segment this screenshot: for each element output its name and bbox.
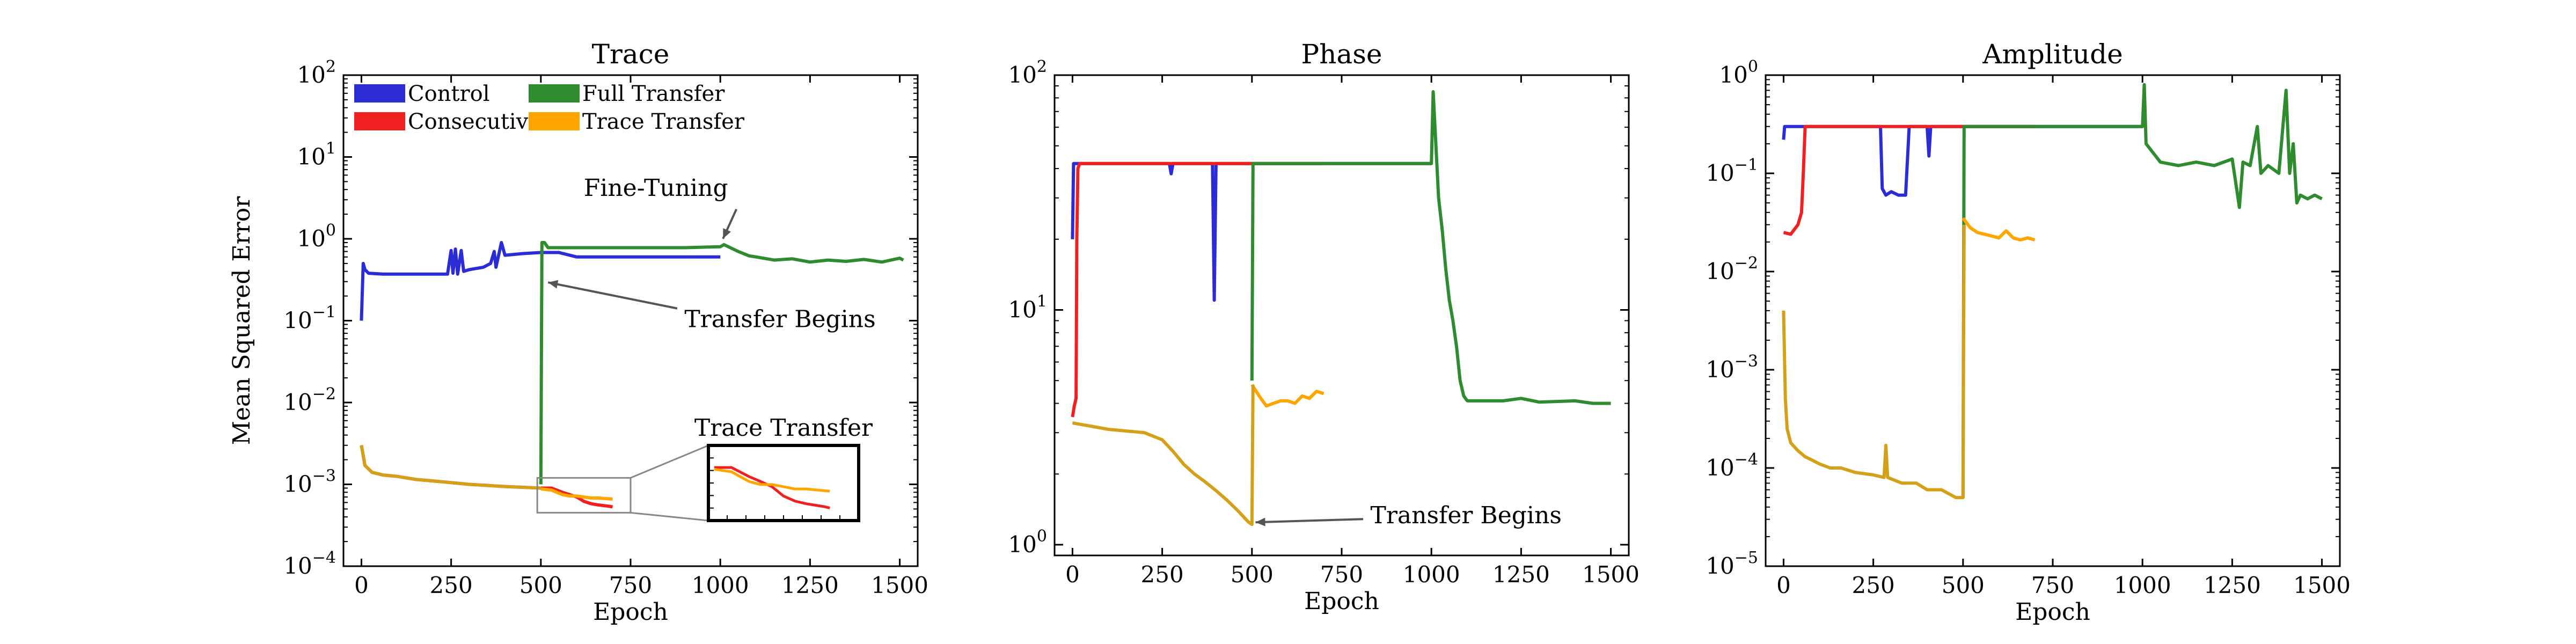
x-tick-label: 1000 bbox=[2114, 572, 2171, 598]
x-tick-label: 1250 bbox=[2204, 572, 2261, 598]
series-line-full-transfer bbox=[1250, 90, 1611, 405]
zoom-connector bbox=[630, 444, 709, 479]
panel-title: Phase bbox=[1301, 39, 1382, 70]
legend-label: Full Transfer bbox=[582, 82, 725, 106]
legend-swatch bbox=[529, 112, 580, 130]
y-tick-label: 10−1 bbox=[1706, 156, 1758, 186]
series-line-overlap bbox=[1072, 384, 1255, 526]
annotation-fine-tuning: Fine-Tuning bbox=[584, 174, 728, 202]
x-axis-label: Epoch bbox=[593, 598, 668, 626]
legend-swatch bbox=[529, 84, 580, 103]
x-tick-label: 0 bbox=[1065, 561, 1080, 588]
inset-trace-transfer bbox=[707, 444, 860, 522]
x-tick-label: 1250 bbox=[1492, 561, 1550, 588]
legend-swatch bbox=[354, 112, 405, 130]
x-tick-label: 0 bbox=[1776, 572, 1791, 598]
inset-series-line bbox=[714, 467, 830, 493]
series-line-overlap bbox=[360, 445, 541, 490]
y-tick-label: 10−1 bbox=[283, 303, 336, 334]
legend-swatch bbox=[354, 84, 405, 103]
x-tick-label: 1500 bbox=[1582, 561, 1640, 588]
panel-amplitude: Amplitude 0 250 500 750 1000 1250 1500 10−5 10−4 1… bbox=[1706, 39, 2351, 626]
y-tick-label: 100 bbox=[1008, 527, 1047, 558]
x-axis-label: Epoch bbox=[1304, 588, 1379, 615]
series-group bbox=[1782, 83, 2323, 500]
x-axis-label: Epoch bbox=[2015, 598, 2090, 626]
y-tick-label: 10−3 bbox=[283, 467, 336, 497]
series-line-trace-transfer bbox=[540, 487, 613, 501]
plot-frame bbox=[1053, 74, 1630, 557]
annotation-transfer-begins: Transfer Begins bbox=[1371, 502, 1562, 529]
y-axis-label: Mean Squared Error bbox=[228, 196, 255, 445]
x-tick-label: 1000 bbox=[1403, 561, 1460, 588]
y-tick-label: 10−3 bbox=[1706, 352, 1758, 383]
inset-series-line bbox=[714, 466, 830, 510]
x-tick-label: 500 bbox=[1942, 572, 1985, 598]
series-line-full-transfer bbox=[1961, 83, 2323, 498]
x-tick-label: 750 bbox=[1320, 561, 1363, 588]
legend: Control Full Transfer Consecutive Trace Tra… bbox=[354, 82, 745, 134]
x-tick-label: 500 bbox=[519, 572, 562, 598]
legend-label: Consecutive bbox=[408, 109, 541, 134]
y-tick-label: 102 bbox=[297, 57, 336, 88]
series-group bbox=[360, 241, 904, 509]
series-group bbox=[1071, 90, 1611, 526]
x-tick-label: 500 bbox=[1231, 561, 1274, 588]
panel-title: Trace bbox=[592, 39, 670, 70]
x-tick-label: 1500 bbox=[871, 572, 928, 598]
y-tick-label: 100 bbox=[1719, 57, 1758, 88]
series-line-consecutive bbox=[1783, 125, 2035, 236]
inset-background bbox=[708, 445, 859, 521]
x-tick-label: 250 bbox=[1141, 561, 1184, 588]
y-tick-label: 10−2 bbox=[283, 385, 336, 415]
legend-label: Control bbox=[408, 82, 490, 106]
y-tick-label: 101 bbox=[297, 140, 336, 170]
y-tick-label: 100 bbox=[297, 221, 336, 252]
x-tick-label: 1000 bbox=[692, 572, 749, 598]
y-tick-label: 101 bbox=[1008, 292, 1047, 323]
annotation-arrow bbox=[547, 281, 678, 310]
series-line-control bbox=[360, 241, 721, 321]
y-tick-label: 10−4 bbox=[1706, 450, 1758, 481]
x-tick-label: 1250 bbox=[781, 572, 839, 598]
series-line-overlap bbox=[1782, 224, 1966, 500]
annotation-arrowhead bbox=[548, 280, 559, 289]
legend-label: Trace Transfer bbox=[582, 109, 745, 134]
panel-phase: Phase 0 250 500 750 1000 1250 1500 100 101 102 Epoc… bbox=[1008, 39, 1640, 615]
zoom-connector bbox=[630, 511, 709, 522]
series-line-trace-transfer bbox=[1250, 384, 1324, 408]
annotation-transfer-begins: Transfer Begins bbox=[684, 306, 875, 333]
y-tick-label: 102 bbox=[1008, 57, 1047, 88]
panel-trace: Trace 0 250 500 750 1000 1250 1500 10−4 10−3 10−2 1… bbox=[228, 39, 928, 626]
zoom-region bbox=[536, 477, 632, 514]
y-tick-label: 10−2 bbox=[1706, 254, 1758, 284]
series-line-full-transfer bbox=[539, 241, 904, 485]
y-tick-label: 10−5 bbox=[1706, 548, 1758, 579]
series-line-consecutive bbox=[1071, 162, 1324, 418]
x-tick-label: 250 bbox=[430, 572, 473, 598]
x-tick-label: 250 bbox=[1852, 572, 1895, 598]
annotation-arrowhead bbox=[723, 228, 731, 239]
annotation-trace-transfer: Trace Transfer bbox=[694, 414, 873, 442]
panel-title: Amplitude bbox=[1982, 39, 2123, 70]
x-tick-label: 750 bbox=[2031, 572, 2074, 598]
annotation-arrowhead bbox=[1255, 517, 1265, 526]
x-tick-label: 750 bbox=[609, 572, 652, 598]
x-tick-label: 0 bbox=[354, 572, 369, 598]
annotation-arrow bbox=[1255, 518, 1364, 524]
y-tick-label: 10−4 bbox=[283, 548, 336, 579]
series-line-trace-transfer bbox=[1962, 217, 2036, 241]
x-tick-label: 1500 bbox=[2293, 572, 2351, 598]
